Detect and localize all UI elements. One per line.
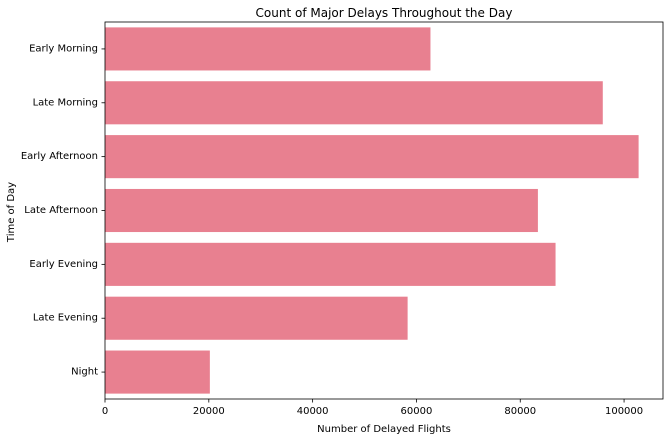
bar-late-afternoon <box>105 188 538 233</box>
x-tick-label: 40000 <box>297 406 329 417</box>
bar-late-evening <box>105 296 408 340</box>
y-tick-label: Early Morning <box>29 43 98 54</box>
y-tick-label: Early Afternoon <box>21 151 98 162</box>
chart-title: Count of Major Delays Throughout the Day <box>256 6 513 20</box>
bar-early-evening <box>105 242 556 286</box>
x-tick-label: 20000 <box>193 406 225 417</box>
y-tick-label: Late Evening <box>33 313 98 324</box>
bar-night <box>105 350 210 394</box>
x-axis-ticks: 0 20000 40000 60000 80000 100000 <box>102 399 643 417</box>
x-axis-label: Number of Delayed Flights <box>317 424 451 435</box>
y-tick-label: Night <box>71 367 98 378</box>
plot-frame <box>104 21 664 400</box>
y-tick-label: Late Morning <box>33 97 98 108</box>
bar-early-morning <box>105 27 431 71</box>
x-tick-label: 60000 <box>401 406 433 417</box>
x-tick-label: 100000 <box>605 406 643 417</box>
y-axis-ticks: Early Morning Late Morning Early Afternoon… <box>21 43 105 378</box>
y-axis-label: Time of Day <box>6 182 17 243</box>
y-tick-label: Early Evening <box>29 259 98 270</box>
bar-early-afternoon <box>105 135 639 179</box>
bars <box>105 27 639 394</box>
x-tick-label: 0 <box>102 406 108 417</box>
x-tick-label: 80000 <box>504 406 536 417</box>
y-tick-label: Late Afternoon <box>24 205 98 216</box>
bar-late-morning <box>105 81 603 125</box>
